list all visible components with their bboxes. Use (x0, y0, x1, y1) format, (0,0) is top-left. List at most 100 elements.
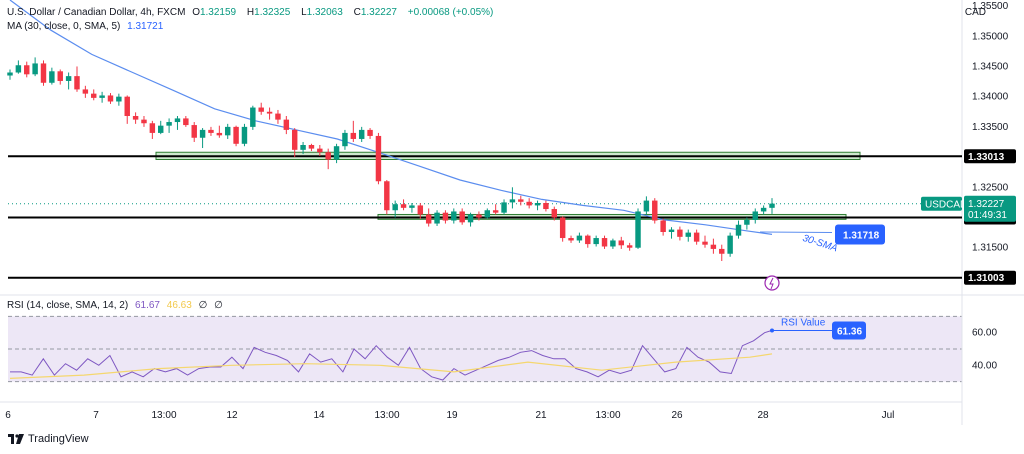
candle (166, 118, 172, 133)
candles (7, 57, 775, 261)
candle-body (291, 129, 298, 150)
candle-body (417, 205, 424, 215)
candle-body (601, 238, 608, 247)
event-marker-icon (764, 275, 780, 291)
candle (752, 208, 758, 224)
candle-body (308, 145, 315, 149)
candle (82, 85, 89, 98)
candle (132, 112, 139, 124)
candle-body (677, 229, 683, 237)
candle-body (199, 129, 206, 138)
time-tick-label: 6 (5, 410, 11, 421)
rsi-ma-value: 46.63 (166, 300, 192, 311)
candle (350, 120, 357, 142)
candle-body (367, 129, 373, 136)
candle-body (501, 202, 507, 213)
candle (74, 66, 80, 92)
candle (719, 244, 725, 261)
candle (99, 91, 105, 103)
price-tick-label: 1.34000 (972, 92, 1009, 103)
candle-body (15, 65, 22, 73)
candle-body (32, 63, 38, 75)
candle (199, 128, 206, 149)
candle-body (451, 211, 457, 221)
candle-body (183, 118, 189, 126)
price-tick-label: 1.34500 (972, 61, 1009, 72)
ma-value: 1.31721 (127, 21, 164, 32)
rsi-callout-text: RSI Value (781, 317, 826, 328)
candle-body (7, 72, 13, 76)
candle-body (141, 119, 147, 124)
candle-body (65, 76, 72, 81)
candle (685, 229, 691, 242)
level-label-text: 1.31003 (968, 273, 1005, 284)
candle (568, 235, 574, 243)
candle-body (559, 217, 566, 239)
candle-body (568, 238, 574, 241)
candle (300, 141, 306, 155)
candle (417, 203, 424, 219)
candle (149, 120, 156, 139)
candle (526, 198, 532, 209)
candle (400, 199, 407, 211)
candle-body (49, 71, 55, 83)
rsi-value-tag-text: 61.36 (837, 326, 862, 337)
candle (333, 143, 340, 164)
candle-body (191, 125, 197, 138)
ma-callout-text: 30-SMA (801, 233, 839, 255)
ma-value-tag-text: 1.31718 (843, 231, 880, 242)
candle (760, 205, 767, 215)
candle-body (166, 122, 172, 126)
candle (425, 208, 432, 227)
candle (610, 238, 616, 249)
branding-text: TradingView (28, 433, 89, 445)
ohlc-high: H1.32325 (246, 7, 291, 18)
candle-body (375, 135, 382, 182)
candle-body (400, 204, 407, 208)
current-price-text: 1.32227 (968, 199, 1005, 210)
candle (65, 72, 72, 90)
candle (266, 107, 273, 120)
candle-body (333, 146, 340, 160)
ma-line (9, 0, 773, 235)
rsi-value: 61.67 (134, 300, 160, 311)
candle (40, 60, 47, 86)
candle (442, 210, 449, 224)
candle (191, 122, 197, 142)
candle-body (158, 125, 164, 133)
candle (375, 132, 382, 185)
candle-body (735, 224, 742, 236)
ma-callout-arrow (759, 231, 833, 234)
candle-body (216, 132, 223, 136)
candle (434, 210, 440, 226)
candle-body (652, 200, 658, 221)
rsi-value-tag-bg (832, 321, 866, 340)
candle-body (342, 132, 348, 147)
candle-body (224, 126, 231, 136)
candle (501, 199, 507, 215)
candle-body (635, 211, 641, 248)
candle-body (526, 201, 532, 206)
candle (585, 234, 591, 248)
candle (392, 200, 398, 218)
tradingview-branding[interactable]: TradingView (8, 433, 89, 445)
time-tick-label: Jul (882, 410, 895, 421)
candle (183, 116, 189, 127)
candle-body (727, 235, 733, 254)
candle (576, 232, 583, 243)
ohlc-low-value: 1.32063 (306, 7, 343, 18)
rsi-tick-label: 40.00 (972, 360, 997, 371)
candle-body (668, 229, 675, 232)
time-tick-label: 7 (93, 410, 99, 421)
candle (618, 236, 624, 249)
candle-body (99, 95, 105, 98)
candle-body (476, 214, 482, 218)
price-tick-label: 1.35500 (972, 1, 1009, 12)
time-tick-label: 13:00 (595, 410, 620, 421)
currency-label: CAD (964, 7, 986, 18)
candle (15, 60, 22, 74)
candle-body (702, 241, 708, 245)
candle-body (425, 214, 432, 224)
candle (744, 217, 750, 230)
